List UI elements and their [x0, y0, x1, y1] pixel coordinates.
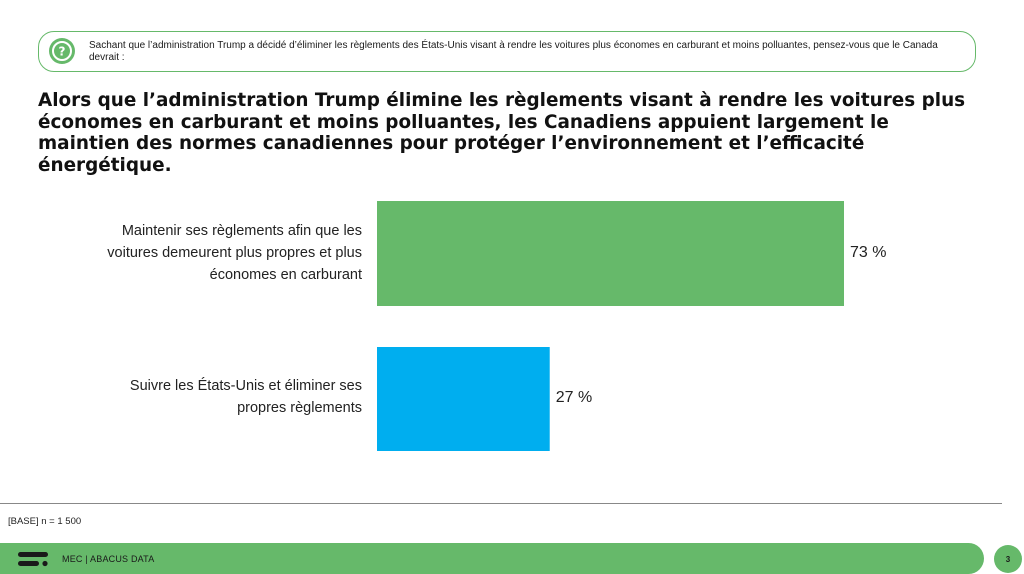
- abacus-logo-icon: [18, 550, 50, 573]
- footer-text: MEC | ABACUS DATA: [62, 554, 155, 564]
- category-label-1: Maintenir ses règlements afin que les vo…: [107, 223, 362, 283]
- question-box: ? Sachant que l’administration Trump a d…: [38, 31, 976, 72]
- divider: [0, 503, 1002, 504]
- question-mark-icon: ?: [49, 38, 75, 64]
- category-label-2: Suivre les États-Unis et éliminer ses pr…: [129, 378, 362, 416]
- value-label-2: 27 %: [555, 389, 593, 406]
- bar-1: [377, 201, 844, 306]
- svg-text:?: ?: [59, 45, 66, 59]
- footer-bar: [0, 543, 984, 574]
- value-label-1: 73 %: [850, 243, 887, 261]
- base-note: [BASE] n = 1 500: [8, 516, 82, 527]
- question-text: Sachant que l’administration Trump a déc…: [89, 39, 938, 63]
- headline: Alors que l’administration Trump élimine…: [38, 90, 966, 176]
- page-number: 3: [994, 545, 1022, 573]
- bar-2: [377, 347, 550, 451]
